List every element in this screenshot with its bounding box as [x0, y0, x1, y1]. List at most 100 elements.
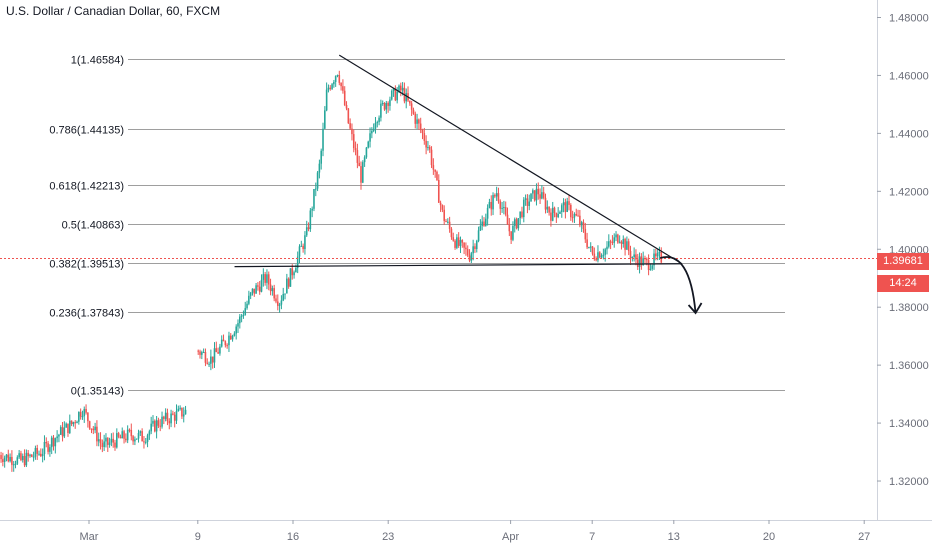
candle-body [501, 208, 503, 209]
candle-body [281, 300, 283, 304]
candle-body [248, 296, 250, 304]
candle-body [650, 269, 652, 270]
candle-body [353, 134, 355, 148]
candle-body [234, 334, 236, 336]
candle-body [566, 201, 568, 212]
candle-body [181, 408, 183, 417]
candle-body [225, 341, 227, 345]
candle-body [87, 413, 89, 422]
candle-body [147, 435, 149, 442]
candle-body [268, 274, 270, 284]
candle-body [163, 417, 165, 419]
candle-body [53, 438, 55, 447]
time-tick-label: 7 [589, 531, 595, 543]
candle-body [639, 256, 641, 267]
candle-body [2, 459, 4, 462]
candle-body [373, 129, 375, 131]
forecast-arrow-curve [660, 257, 695, 313]
candle-body [156, 420, 158, 431]
candle-body [237, 323, 239, 326]
candle-body [366, 148, 368, 158]
candle-body [360, 166, 362, 183]
candle-body [362, 162, 364, 183]
candle-body [257, 285, 259, 286]
candle-body [252, 289, 254, 293]
candle-body [89, 421, 91, 428]
candle-body [590, 247, 592, 248]
candle-body [575, 214, 577, 215]
candle-body [376, 122, 378, 123]
candle-body [322, 129, 324, 151]
candle-body [451, 229, 453, 237]
candle-body [364, 157, 366, 162]
candle-body [608, 241, 610, 246]
candle-body [355, 148, 357, 150]
candle-body [603, 255, 605, 256]
candle-body [436, 172, 438, 180]
candle-body [26, 453, 28, 465]
candle-body [315, 189, 317, 190]
candle-body [418, 119, 420, 123]
candle-body [123, 431, 125, 438]
candle-body [140, 431, 142, 433]
candle-body [45, 442, 47, 443]
candle-body [557, 214, 559, 217]
candle-body [223, 340, 225, 342]
candle-body [527, 198, 529, 206]
candle-body [154, 421, 156, 432]
candle-body [657, 253, 659, 256]
candle-body [65, 424, 67, 428]
candle-body [637, 259, 639, 266]
candle-body [414, 114, 416, 124]
candle-body [480, 226, 482, 230]
candle-body [440, 203, 442, 205]
candle-body [29, 455, 31, 456]
candle-body [217, 352, 219, 353]
candle-body [601, 256, 603, 258]
time-tick-label: Apr [502, 531, 519, 543]
candle-body [210, 357, 212, 364]
candle-body [35, 448, 37, 457]
fib-level-label: 0.5(1.40863) [62, 220, 124, 232]
candle-body [250, 293, 252, 296]
candle-body [547, 207, 549, 210]
candle-body [568, 201, 570, 205]
candle-body [633, 254, 635, 257]
candle-body [489, 202, 491, 208]
candle-body [56, 436, 58, 438]
candle-body [434, 170, 436, 172]
candle-body [651, 265, 653, 268]
candle-body [62, 427, 64, 436]
candle-body [230, 336, 232, 340]
candle-body [306, 227, 308, 235]
candle-body [442, 205, 444, 210]
candle-body [338, 75, 340, 83]
candle-body [583, 222, 585, 229]
candle-body [405, 93, 407, 101]
candle-body [599, 252, 601, 257]
candle-body [317, 172, 319, 188]
candle-body [550, 213, 552, 221]
candle-body [168, 421, 170, 423]
candle-body [422, 130, 424, 133]
candle-body [630, 251, 632, 258]
candle-body [302, 246, 304, 249]
candle-body [581, 222, 583, 225]
candle-body [272, 288, 274, 291]
candle-body [80, 412, 82, 417]
candle-body [273, 288, 275, 298]
candle-body [205, 352, 207, 363]
candle-body [232, 336, 234, 339]
candle-body [574, 214, 576, 217]
fib-level-label: 0.786(1.44135) [49, 125, 124, 137]
candle-body [528, 202, 530, 206]
time-tick-label: 23 [382, 531, 394, 543]
candle-body [344, 91, 346, 105]
candle-body [105, 438, 107, 442]
time-tick-label: Mar [80, 531, 99, 543]
candle-body [98, 439, 100, 441]
candle-body [208, 364, 210, 365]
candle-body [333, 82, 335, 84]
